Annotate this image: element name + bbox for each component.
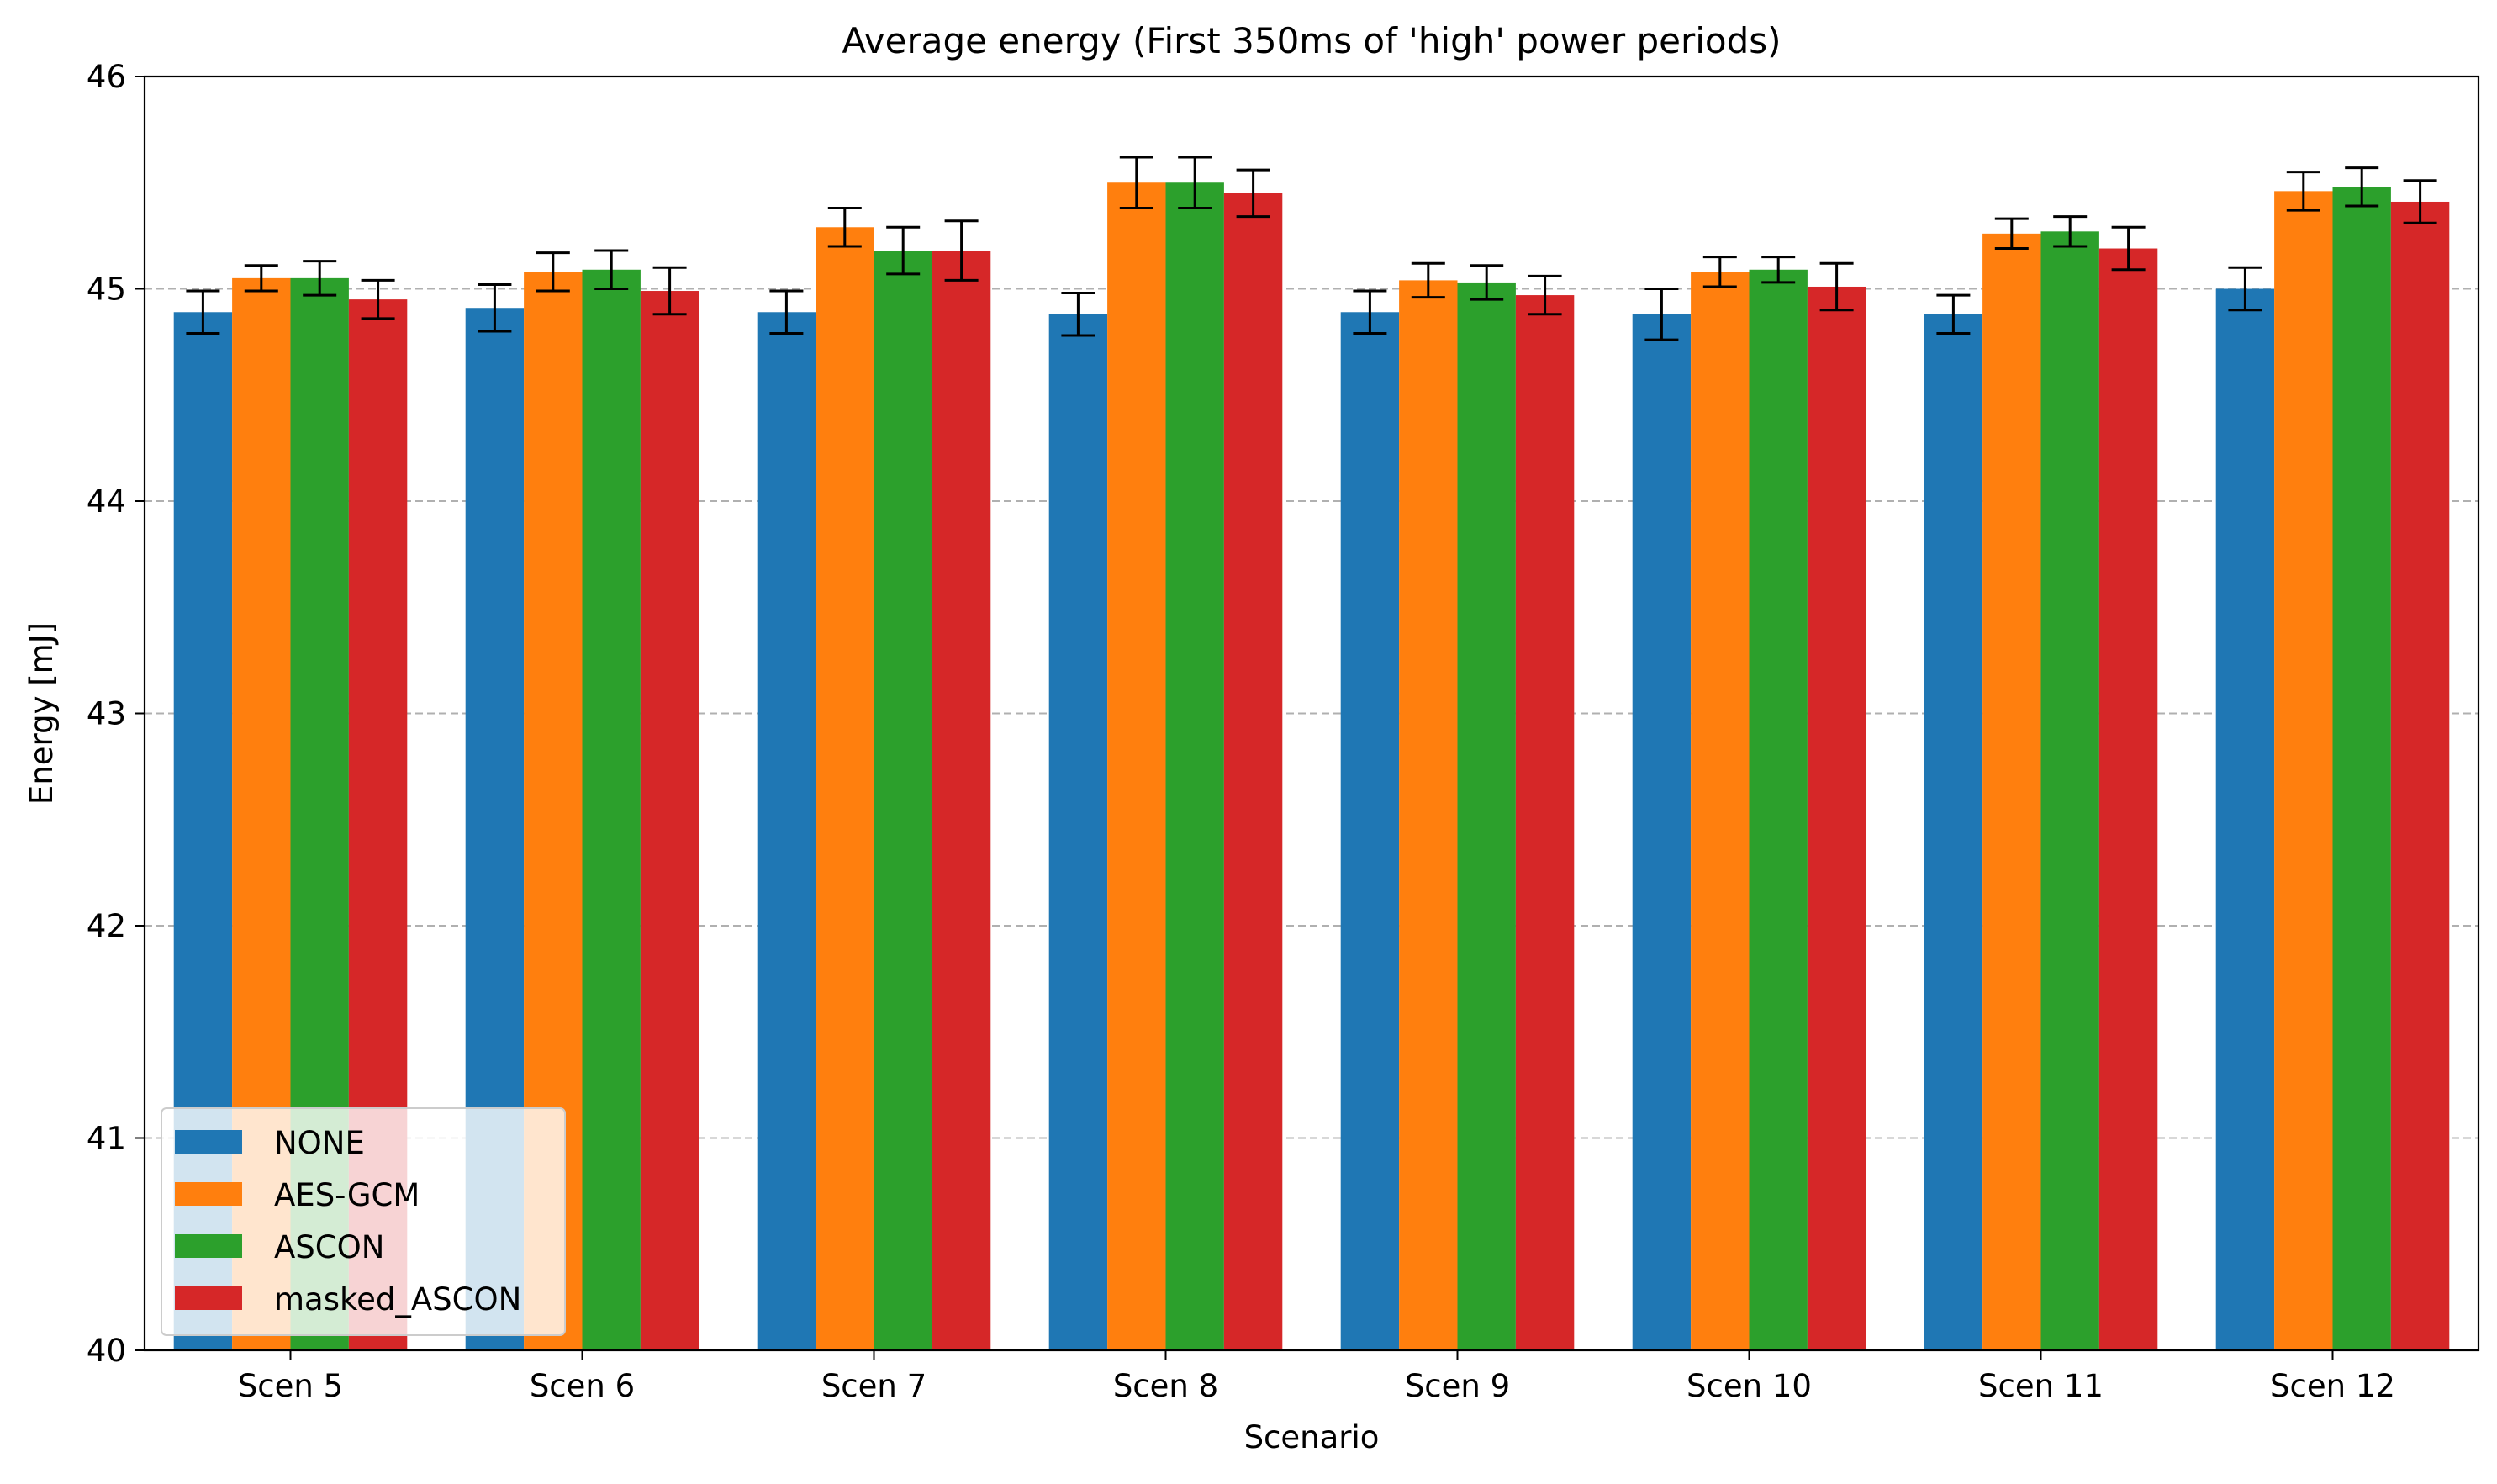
bar	[2390, 201, 2450, 1351]
legend: NONE AES-GCM ASCON masked_ASCON	[161, 1107, 566, 1336]
legend-box	[161, 1107, 566, 1336]
bar	[1632, 314, 1692, 1350]
legend-label: ASCON	[274, 1229, 384, 1265]
legend-swatch	[175, 1286, 242, 1310]
y-axis: 40 41 42 43 44 45 46	[87, 59, 145, 1369]
bar	[2215, 288, 2275, 1350]
y-tick-label: 44	[87, 483, 126, 520]
x-tick-label: Scen 5	[238, 1368, 343, 1404]
bar	[640, 291, 699, 1350]
bar	[1749, 269, 1808, 1350]
bar	[1165, 182, 1224, 1350]
bar	[757, 312, 816, 1350]
y-tick-label: 46	[87, 59, 126, 95]
y-tick-label: 43	[87, 696, 126, 732]
bar	[2098, 248, 2158, 1350]
x-tick-label: Scen 7	[821, 1368, 926, 1404]
bar	[874, 251, 932, 1350]
legend-swatch	[175, 1234, 242, 1258]
x-axis-label: Scenario	[1244, 1419, 1380, 1455]
x-tick-label: Scen 9	[1405, 1368, 1510, 1404]
bar	[1399, 280, 1458, 1350]
legend-label: AES-GCM	[274, 1177, 420, 1213]
x-tick-label: Scen 6	[530, 1368, 635, 1404]
x-tick-label: Scen 12	[2270, 1368, 2395, 1404]
bar	[1457, 282, 1516, 1350]
x-tick-label: Scen 8	[1113, 1368, 1218, 1404]
legend-label: masked_ASCON	[274, 1281, 521, 1318]
y-tick-label: 42	[87, 908, 126, 944]
bar	[582, 269, 641, 1350]
bar	[1515, 295, 1575, 1351]
y-axis-label: Energy [mJ]	[24, 622, 60, 805]
bar	[932, 251, 991, 1350]
bar	[1048, 314, 1108, 1350]
bar	[1982, 233, 2041, 1351]
legend-swatch	[175, 1182, 242, 1206]
bar	[1223, 193, 1283, 1350]
x-tick-label: Scen 10	[1687, 1368, 1812, 1404]
y-tick-label: 45	[87, 272, 126, 308]
bar	[2274, 191, 2333, 1351]
x-tick-label: Scen 11	[1978, 1368, 2104, 1404]
bar	[2332, 187, 2391, 1350]
bar	[1340, 312, 1400, 1350]
y-tick-label: 41	[87, 1121, 126, 1157]
chart-title: Average energy (First 350ms of 'high' po…	[842, 20, 1781, 61]
x-axis: Scen 5 Scen 6 Scen 7 Scen 8 Scen 9 Scen 10 Sce…	[238, 1350, 2395, 1404]
bar	[816, 227, 874, 1350]
legend-label: NONE	[274, 1125, 365, 1161]
legend-swatch	[175, 1130, 242, 1154]
bar	[1924, 314, 1983, 1350]
bar	[2040, 231, 2099, 1351]
y-tick-label: 40	[87, 1333, 126, 1369]
bar	[1107, 182, 1166, 1350]
bar	[1807, 286, 1866, 1351]
error-bars	[186, 156, 2437, 341]
bar	[1691, 272, 1750, 1350]
